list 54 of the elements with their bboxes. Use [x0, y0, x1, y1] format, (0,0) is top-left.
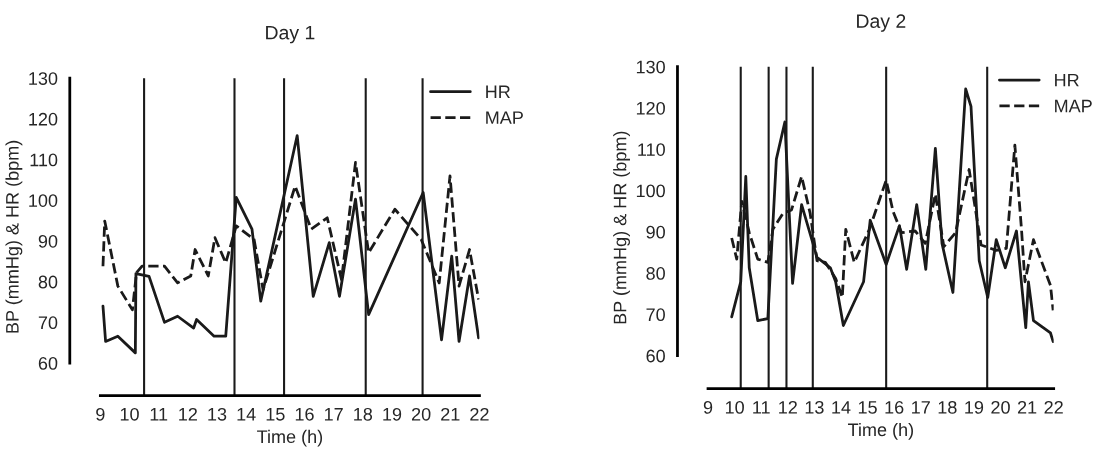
y-tick-label: 80 — [38, 275, 58, 289]
legend-label: HR — [1055, 73, 1079, 87]
x-tick-label: 11 — [150, 408, 168, 421]
y-tick-label: 70 — [38, 316, 58, 330]
x-tick-label: 14 — [237, 408, 256, 421]
x-tick-label: 14 — [832, 401, 851, 414]
x-tick-label: 10 — [120, 407, 139, 421]
x-axis-title: Time (h) — [847, 422, 913, 440]
x-tick-label: 17 — [324, 408, 343, 421]
x-tick-label: 20 — [991, 400, 1010, 414]
y-tick-label: 110 — [638, 143, 665, 156]
x-tick-label: 13 — [805, 400, 824, 414]
y-tick-label: 130 — [29, 72, 58, 85]
y-tick-label: 130 — [636, 60, 665, 74]
y-tick-label: 60 — [646, 349, 665, 363]
chart-title: Day 2 — [857, 14, 906, 32]
legend-label: HR — [486, 85, 510, 99]
chart-title: Day 1 — [266, 25, 315, 44]
y-tick-label: 120 — [636, 101, 665, 115]
y-tick-label: 90 — [38, 234, 58, 248]
x-tick-label: 12 — [179, 407, 197, 421]
x-tick-label: 22 — [470, 407, 489, 421]
x-tick-label: 19 — [383, 407, 402, 421]
x-tick-label: 13 — [208, 407, 227, 421]
x-tick-label: 15 — [266, 408, 285, 421]
y-tick-label: 100 — [636, 184, 665, 198]
y-tick-label: 70 — [646, 308, 665, 322]
x-tick-label: 20 — [411, 407, 431, 421]
y-tick-label: 80 — [646, 267, 665, 280]
x-tick-label: 17 — [912, 401, 930, 414]
x-axis-title: Time (h) — [257, 429, 323, 447]
x-tick-label: 16 — [295, 407, 314, 421]
y-tick-label: 90 — [646, 225, 665, 239]
y-tick-label: 100 — [29, 194, 58, 207]
x-tick-label: 16 — [885, 400, 904, 414]
x-tick-label: 18 — [354, 407, 373, 421]
x-tick-label: 22 — [1044, 400, 1063, 414]
x-tick-label: 12 — [779, 400, 797, 414]
x-tick-label: 21 — [1017, 400, 1037, 414]
y-tick-label: 120 — [29, 112, 58, 126]
x-tick-label: 9 — [96, 407, 105, 421]
y-axis-title: BP (mmHg) & HR (bpm) — [613, 131, 630, 324]
y-tick-label: 60 — [38, 356, 58, 370]
x-tick-label: 11 — [753, 401, 770, 414]
legend-label: MAP — [1055, 99, 1092, 113]
x-tick-label: 21 — [441, 407, 460, 421]
y-axis-title: BP (mmHg) & HR (bpm) — [5, 140, 23, 333]
x-tick-label: 18 — [938, 400, 957, 414]
x-tick-label: 9 — [703, 400, 713, 414]
x-tick-label: 15 — [858, 401, 877, 414]
x-tick-label: 10 — [725, 400, 744, 414]
legend-label: MAP — [486, 111, 523, 124]
y-tick-label: 110 — [30, 153, 58, 167]
x-tick-label: 19 — [965, 400, 984, 414]
